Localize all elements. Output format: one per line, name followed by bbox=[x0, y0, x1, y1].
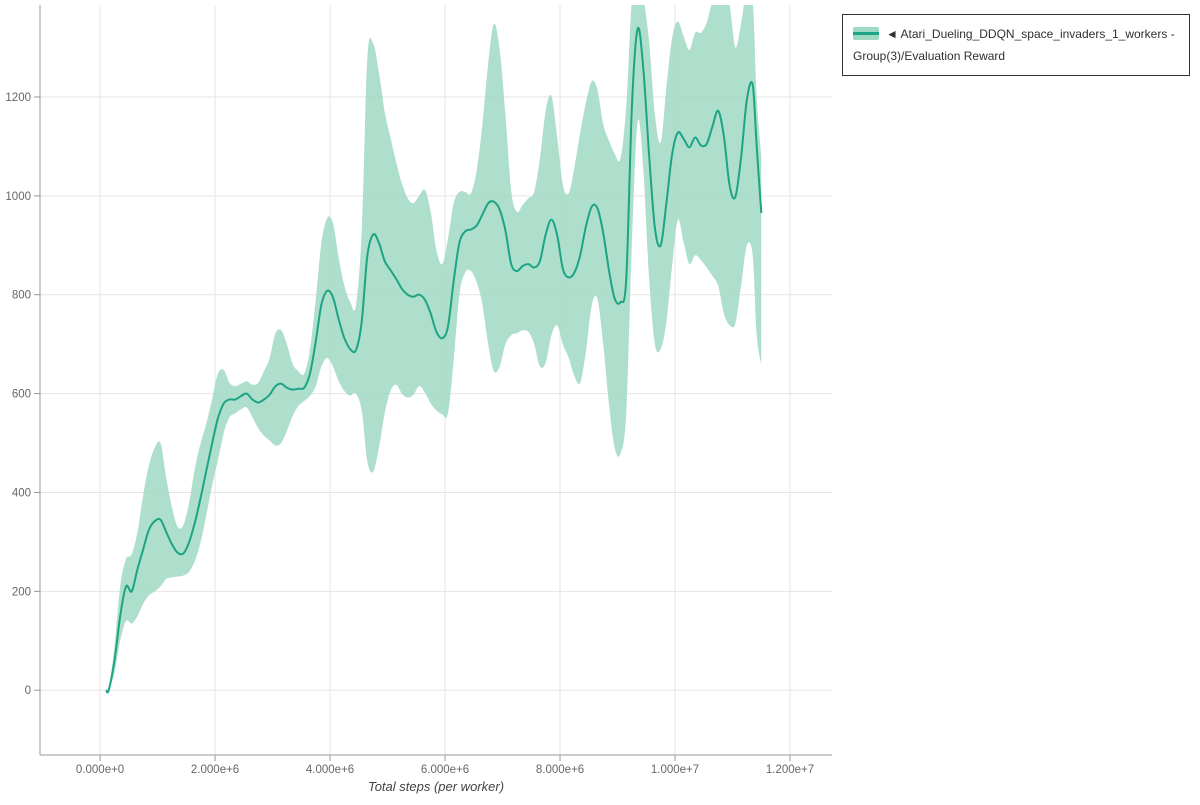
legend-item[interactable]: ◄ Atari_Dueling_DDQN_space_invaders_1_wo… bbox=[853, 23, 1179, 67]
x-tick-label: 1.000e+7 bbox=[651, 764, 699, 776]
y-tick-label: 800 bbox=[12, 290, 31, 302]
y-tick-label: 1000 bbox=[5, 191, 31, 203]
legend-line-band-swatch bbox=[853, 27, 879, 40]
y-tick-label: 400 bbox=[12, 487, 31, 499]
y-tick-label: 1200 bbox=[5, 92, 31, 104]
x-axis-label: Total steps (per worker) bbox=[368, 779, 504, 794]
x-tick-label: 4.000e+6 bbox=[306, 764, 354, 776]
series-line bbox=[104, 26, 763, 694]
x-tick-label: 2.000e+6 bbox=[191, 764, 239, 776]
confidence-band bbox=[105, 5, 762, 694]
x-tick-label: 1.200e+7 bbox=[766, 764, 814, 776]
x-tick-label: 8.000e+6 bbox=[536, 764, 584, 776]
y-tick-label: 0 bbox=[25, 685, 31, 697]
x-tick-label: 6.000e+6 bbox=[421, 764, 469, 776]
y-tick-label: 200 bbox=[12, 586, 31, 598]
legend: ◄ Atari_Dueling_DDQN_space_invaders_1_wo… bbox=[842, 14, 1190, 77]
x-tick-label: 0.000e+0 bbox=[76, 764, 124, 776]
y-tick-label: 600 bbox=[12, 389, 31, 401]
legend-label: ◄ Atari_Dueling_DDQN_space_invaders_1_wo… bbox=[853, 27, 1175, 64]
legend-line-icon bbox=[853, 32, 879, 35]
